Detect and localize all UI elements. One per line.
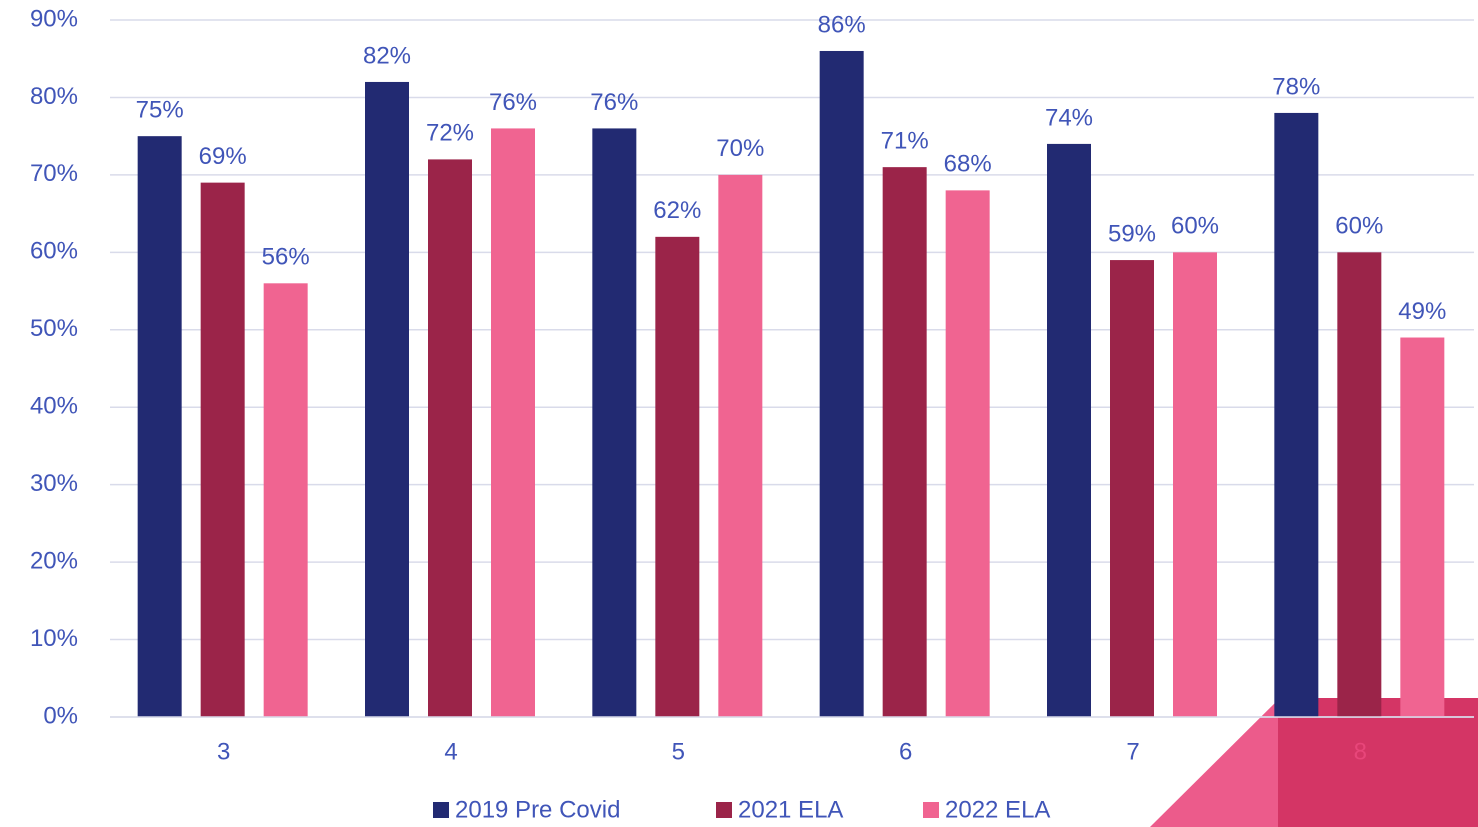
y-tick-label: 10% (30, 625, 78, 652)
bar (1400, 337, 1445, 717)
value-label: 86% (818, 11, 866, 38)
x-tick-label: 3 (217, 738, 230, 765)
legend-swatch (433, 802, 449, 818)
x-tick-label: 6 (899, 738, 912, 765)
value-label: 72% (426, 120, 474, 147)
value-label: 76% (489, 89, 537, 116)
y-tick-label: 50% (30, 315, 78, 342)
bar (592, 128, 637, 717)
y-tick-label: 60% (30, 238, 78, 265)
bar (137, 136, 182, 717)
bar (428, 159, 472, 717)
y-tick-label: 20% (30, 547, 78, 574)
value-label: 70% (716, 135, 764, 162)
value-label: 49% (1398, 298, 1446, 325)
decoration (1278, 698, 1478, 827)
legend-swatch (923, 802, 939, 818)
bar (1274, 112, 1319, 717)
bar (1337, 252, 1382, 718)
bar (945, 190, 990, 717)
value-label: 74% (1045, 104, 1093, 131)
bar (1110, 260, 1154, 717)
value-label: 60% (1335, 213, 1383, 240)
y-tick-label: 70% (30, 160, 78, 187)
y-tick-label: 40% (30, 393, 78, 420)
value-label: 62% (653, 197, 701, 224)
bar (1173, 252, 1217, 718)
bar (718, 174, 763, 717)
value-label: 78% (1272, 73, 1320, 100)
bar (882, 167, 927, 718)
bar (200, 182, 245, 718)
bar (491, 128, 535, 717)
value-label: 56% (262, 244, 310, 271)
bar (655, 236, 700, 717)
x-tick-label: 7 (1126, 738, 1139, 765)
bar (365, 81, 409, 717)
bar (263, 283, 308, 717)
y-tick-label: 0% (43, 702, 78, 729)
value-label: 69% (199, 143, 247, 170)
value-label: 76% (590, 89, 638, 116)
value-label: 82% (363, 42, 411, 69)
x-tick-label: 5 (672, 738, 685, 765)
bar (819, 50, 864, 717)
legend-label: 2019 Pre Covid (455, 796, 620, 823)
legend-swatch (716, 802, 732, 818)
bar (1047, 143, 1091, 717)
value-label: 59% (1108, 220, 1156, 247)
x-tick-label: 8 (1354, 738, 1367, 765)
y-tick-label: 80% (30, 83, 78, 110)
y-tick-label: 90% (30, 5, 78, 32)
value-label: 68% (944, 151, 992, 178)
value-label: 60% (1171, 213, 1219, 240)
y-tick-label: 30% (30, 470, 78, 497)
legend-label: 2021 ELA (738, 796, 843, 823)
value-label: 75% (136, 97, 184, 124)
legend-label: 2022 ELA (945, 796, 1050, 823)
value-label: 71% (881, 127, 929, 154)
x-tick-label: 4 (444, 738, 457, 765)
